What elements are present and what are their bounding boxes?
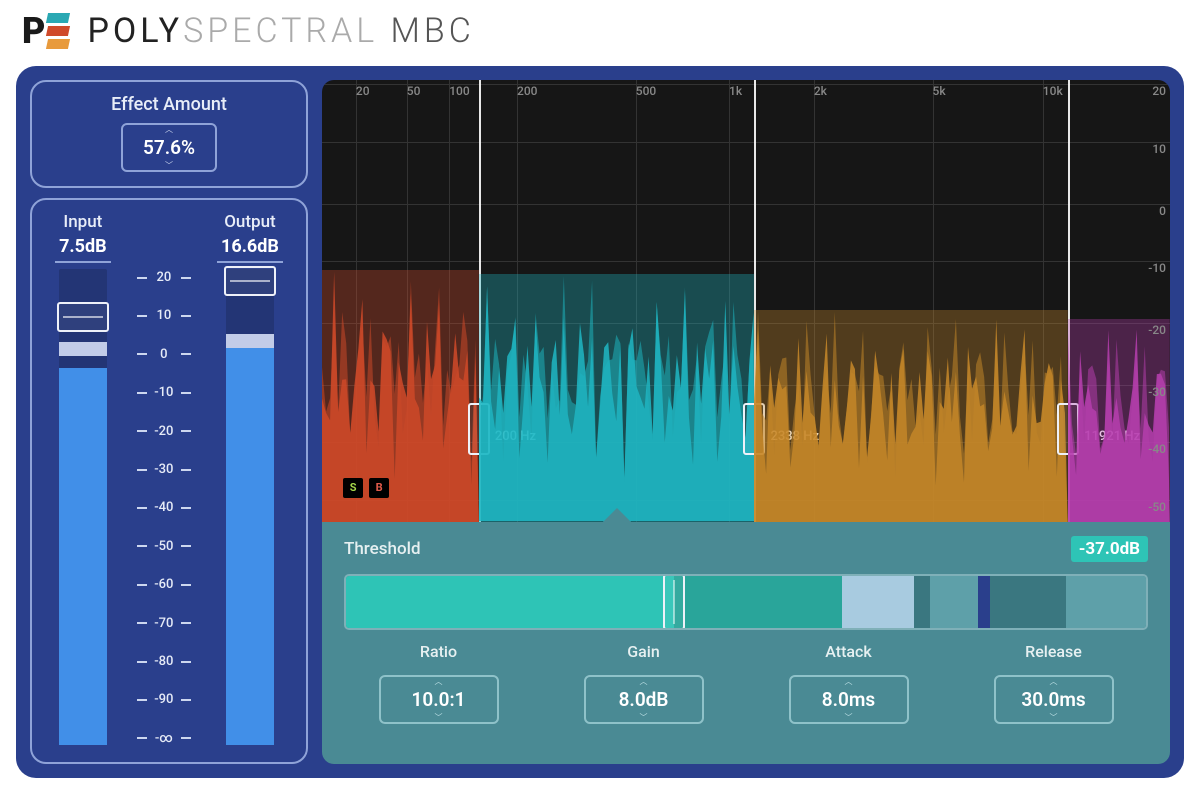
chevron-down-icon[interactable]: ﹀ [845, 713, 853, 722]
spectrum-analyzer[interactable]: 200 Hz2338 Hz11921 Hz20501002005001k2k5k… [322, 80, 1170, 522]
param-attack: Attack ︿8.0ms﹀ [754, 642, 943, 724]
output-level-value: 16.6dB [217, 232, 283, 263]
effect-amount-value: 57.6% [133, 134, 205, 161]
ratio-value: 10.0:1 [402, 686, 476, 713]
band-controls: Threshold -37.0dB Ratio︿10.0:1﹀Gain︿8.0d… [322, 522, 1170, 764]
logo-letter: P [22, 10, 43, 52]
output-gain-handle[interactable] [224, 266, 276, 296]
param-release: Release ︿30.0ms﹀ [959, 642, 1148, 724]
chevron-down-icon[interactable]: ﹀ [165, 161, 173, 170]
gain-label: Gain [549, 642, 738, 661]
solo-button[interactable]: S [343, 478, 363, 498]
right-panel: 200 Hz2338 Hz11921 Hz20501002005001k2k5k… [322, 80, 1170, 764]
output-meter: Output 16.6dB [217, 212, 283, 752]
io-meters-box: Input 7.5dB 20100-10-20-30-40-50-60-70-8… [30, 198, 308, 764]
threshold-handle[interactable] [663, 574, 685, 630]
band-2[interactable] [754, 310, 1068, 522]
effect-amount-stepper[interactable]: ︿ 57.6% ﹀ [121, 123, 217, 172]
chevron-down-icon[interactable]: ﹀ [1050, 713, 1058, 722]
threshold-value: -37.0dB [1071, 536, 1148, 562]
app-header: P POLYSPECTRAL MBC [0, 0, 1200, 60]
input-level-value: 7.5dB [55, 232, 111, 263]
attack-stepper[interactable]: ︿8.0ms﹀ [789, 675, 909, 724]
ratio-stepper[interactable]: ︿10.0:1﹀ [379, 675, 499, 724]
ratio-label: Ratio [344, 642, 533, 661]
release-stepper[interactable]: ︿30.0ms﹀ [994, 675, 1114, 724]
plugin-body: Effect Amount ︿ 57.6% ﹀ Input 7.5dB 2010… [16, 66, 1184, 778]
chevron-up-icon[interactable]: ︿ [1050, 677, 1058, 686]
chevron-up-icon[interactable]: ︿ [165, 125, 173, 134]
param-gain: Gain ︿8.0dB﹀ [549, 642, 738, 724]
param-ratio: Ratio ︿10.0:1﹀ [344, 642, 533, 724]
input-gain-handle[interactable] [57, 302, 109, 332]
threshold-slider[interactable] [344, 574, 1148, 630]
output-meter-track[interactable] [226, 269, 274, 745]
gain-value: 8.0dB [609, 686, 679, 713]
band-1[interactable] [479, 274, 755, 522]
params-row: Ratio︿10.0:1﹀Gain︿8.0dB﹀Attack︿8.0ms﹀Rel… [344, 642, 1148, 724]
band-3[interactable] [1068, 319, 1170, 522]
chevron-down-icon[interactable]: ﹀ [435, 713, 443, 722]
meter-scale: 20100-10-20-30-40-50-60-70-80-90-∞ [137, 270, 191, 746]
chevron-down-icon[interactable]: ﹀ [640, 713, 648, 722]
release-label: Release [959, 642, 1148, 661]
bypass-button[interactable]: B [369, 478, 389, 498]
attack-value: 8.0ms [812, 686, 885, 713]
chevron-up-icon[interactable]: ︿ [845, 677, 853, 686]
gain-stepper[interactable]: ︿8.0dB﹀ [584, 675, 704, 724]
logo-bars-icon [47, 13, 69, 49]
app-title: POLYSPECTRAL MBC [87, 11, 474, 51]
attack-label: Attack [754, 642, 943, 661]
selected-band-indicator-icon [603, 508, 631, 522]
threshold-label: Threshold [344, 539, 421, 559]
input-meter-track[interactable] [59, 269, 107, 745]
brand-logo: P [22, 10, 69, 52]
input-meter: Input 7.5dB [55, 212, 111, 752]
effect-amount-box: Effect Amount ︿ 57.6% ﹀ [30, 80, 308, 188]
chevron-up-icon[interactable]: ︿ [640, 677, 648, 686]
release-value: 30.0ms [1011, 686, 1095, 713]
effect-amount-label: Effect Amount [32, 94, 306, 115]
chevron-up-icon[interactable]: ︿ [435, 677, 443, 686]
left-panel: Effect Amount ︿ 57.6% ﹀ Input 7.5dB 2010… [30, 80, 308, 764]
